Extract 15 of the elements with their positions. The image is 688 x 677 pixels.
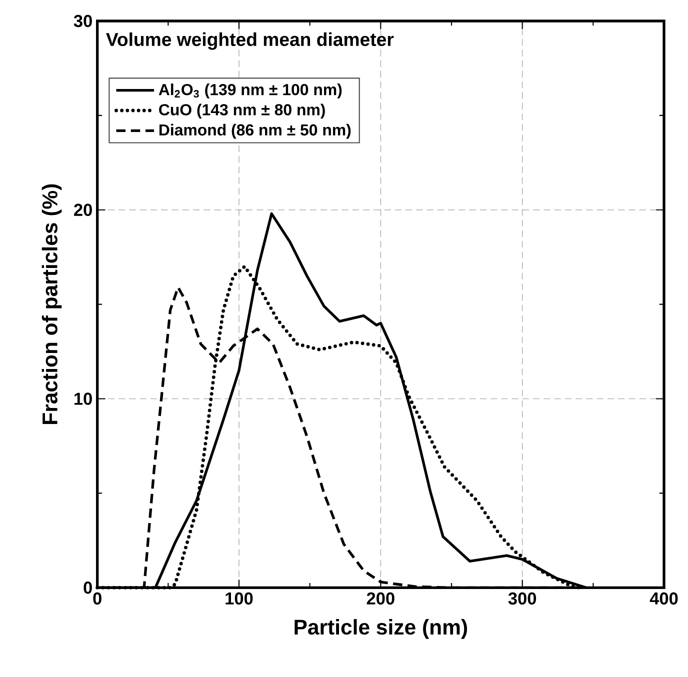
legend-label: CuO (143 nm ± 80 nm) <box>159 104 325 119</box>
y-tick-label: 0 <box>84 582 92 594</box>
x-axis-title: Particle size (nm) <box>294 619 467 639</box>
y-tick-label: 20 <box>74 204 92 216</box>
x-tick-label: 300 <box>508 592 536 605</box>
y-tick-label: 10 <box>74 392 92 405</box>
x-tick-label: 100 <box>226 592 253 605</box>
y-axis-title: Fraction of particles (%) <box>42 184 62 424</box>
legend-label: Al$_{2}$O$_{3}$ (139 nm ± 100 nm) <box>158 84 342 98</box>
x-tick-label: 0 <box>93 592 102 605</box>
x-tick-label: 400 <box>650 592 678 605</box>
x-tick-label: 200 <box>366 592 394 605</box>
legend-title: Volume weighted mean diameter <box>106 32 394 50</box>
y-tick-label: 30 <box>74 14 92 28</box>
legend-label: Diamond (86 nm ± 50 nm) <box>159 124 351 139</box>
